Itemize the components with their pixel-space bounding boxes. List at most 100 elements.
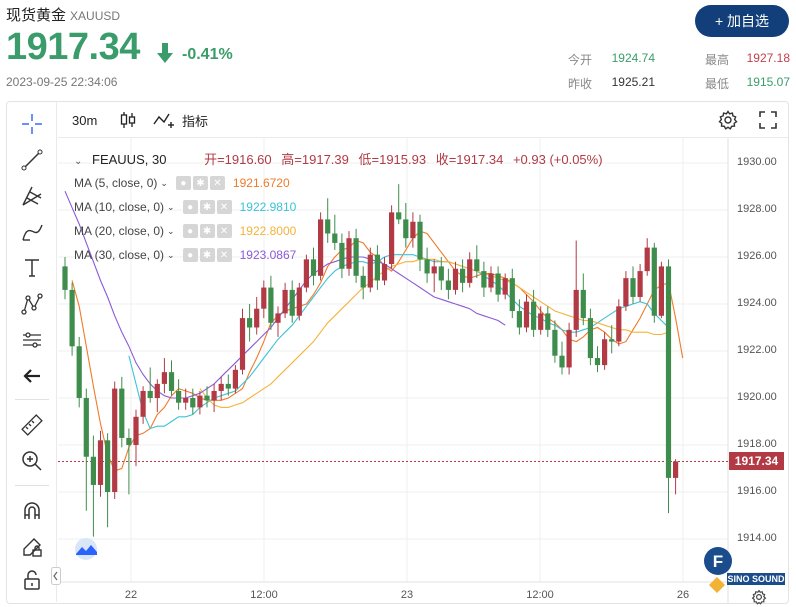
gear-icon[interactable]: ✱ [199, 224, 215, 238]
brush-tool-icon[interactable] [7, 216, 57, 248]
unlock-icon[interactable] [7, 564, 57, 596]
ma30-legend[interactable]: MA (30, close, 0) ⌄ ● ✱ ✕ 1923.0867 [74, 248, 297, 262]
close-icon[interactable]: ✕ [209, 176, 225, 190]
candle-body [325, 219, 331, 234]
y-tick-label: 1918.00 [737, 438, 777, 450]
sinosound-logo: F SINO SOUND [704, 547, 785, 593]
candle-body [83, 398, 89, 457]
candle-body [644, 247, 650, 272]
close-icon[interactable]: ✕ [216, 224, 232, 238]
instrument-title: 现货黄金 XAUUSD [6, 4, 120, 25]
candle-body [303, 259, 309, 288]
candle-body [97, 440, 104, 485]
candle-body [183, 398, 189, 403]
candle-body [658, 266, 664, 316]
candle-body [90, 456, 96, 485]
ma5-legend[interactable]: MA (5, close, 0) ⌄ ● ✱ ✕ 1921.6720 [74, 176, 290, 190]
candle-body [374, 254, 380, 281]
high-value: 1927.18 [746, 51, 790, 65]
collapse-toolbar-icon[interactable] [51, 567, 61, 585]
candle-body [481, 271, 487, 288]
ma10-legend[interactable]: MA (10, close, 0) ⌄ ● ✱ ✕ 1922.9810 [74, 200, 297, 214]
chart-logo-icon[interactable] [70, 537, 102, 561]
eye-icon[interactable]: ● [182, 200, 198, 214]
candle-body [353, 238, 359, 276]
ruler-tool-icon[interactable] [7, 409, 57, 441]
change-percent: -0.41% [182, 46, 233, 63]
trend-line-tool-icon[interactable] [7, 144, 57, 176]
candle-type-button[interactable] [119, 102, 137, 138]
zoom-in-icon[interactable] [7, 445, 57, 477]
candle-body [76, 346, 82, 398]
close-icon[interactable]: ✕ [216, 248, 232, 262]
candle-body [254, 308, 260, 328]
axis-settings-gear-icon[interactable] [751, 589, 767, 605]
open-label: 今开 [568, 53, 593, 67]
candle-body [438, 266, 444, 281]
low-value: 1915.07 [746, 75, 790, 89]
legend-change: +0.93 (+0.05%) [512, 152, 603, 167]
candle-body [516, 311, 522, 328]
y-tick-label: 1914.00 [737, 532, 777, 544]
interval-selector[interactable]: 30m [72, 112, 98, 128]
candle-body [573, 289, 579, 330]
eye-icon[interactable]: ● [182, 224, 198, 238]
x-tick-label: 12:00 [526, 589, 554, 601]
prev-close-value: 1925.21 [611, 75, 655, 89]
lock-drawing-icon[interactable] [7, 531, 57, 563]
ma20-legend[interactable]: MA (20, close, 0) ⌄ ● ✱ ✕ 1922.8000 [74, 224, 297, 238]
candle-body [168, 372, 175, 391]
crosshair-tool-icon[interactable] [7, 108, 57, 140]
back-arrow-icon[interactable] [7, 360, 57, 392]
candle-body [431, 266, 437, 274]
candle-body [594, 358, 601, 366]
magnet-icon[interactable] [7, 495, 57, 527]
fullscreen-icon[interactable] [758, 102, 778, 138]
candle-body [538, 313, 544, 330]
y-tick-label: 1930.00 [737, 156, 777, 168]
indicators-button[interactable]: 指标 [152, 102, 208, 138]
logo-text: SINO SOUND [727, 574, 785, 584]
candle-body [495, 273, 501, 295]
gear-icon[interactable]: ✱ [199, 248, 215, 262]
candle-body [282, 289, 288, 314]
close-icon[interactable]: ✕ [216, 200, 232, 214]
instrument-symbol: XAUUSD [70, 9, 121, 23]
legend-symbol: FEAUUS, 30 [92, 152, 167, 167]
ma5-value: 1921.6720 [232, 176, 290, 190]
candle-body [381, 264, 388, 281]
candle-body [176, 390, 182, 403]
candle-body [275, 313, 281, 323]
candle-body [126, 437, 132, 445]
candle-body [502, 278, 508, 295]
chart-frame [6, 101, 789, 604]
candle-body [133, 416, 139, 445]
x-tick-label: 23 [400, 589, 414, 601]
candle-body [389, 212, 395, 265]
candle-body [637, 271, 643, 297]
legend-low: 低=1915.93 [358, 152, 427, 167]
ma30-value: 1923.0867 [239, 248, 297, 262]
candle-body [602, 339, 608, 366]
text-tool-icon[interactable] [7, 252, 57, 284]
drawing-toolbar [7, 102, 57, 602]
candle-body [609, 339, 615, 342]
candle-body [232, 369, 238, 389]
candle-body [665, 266, 672, 478]
eye-icon[interactable]: ● [175, 176, 191, 190]
indicators-icon [153, 113, 174, 128]
eye-icon[interactable]: ● [182, 248, 198, 262]
chevron-down-icon[interactable]: ⌄ [74, 156, 83, 167]
candlestick-icon [120, 112, 136, 128]
add-watchlist-button[interactable]: + 加自选 [695, 5, 789, 37]
candle-body [204, 395, 210, 401]
pitchfork-tool-icon[interactable] [7, 180, 57, 212]
measure-tool-icon[interactable] [7, 324, 57, 356]
pattern-tool-icon[interactable] [7, 288, 57, 320]
ma20-value: 1922.8000 [239, 224, 297, 238]
candle-body [559, 355, 565, 368]
gear-icon[interactable]: ✱ [199, 200, 215, 214]
settings-gear-icon[interactable] [718, 102, 738, 138]
gear-icon[interactable]: ✱ [192, 176, 208, 190]
